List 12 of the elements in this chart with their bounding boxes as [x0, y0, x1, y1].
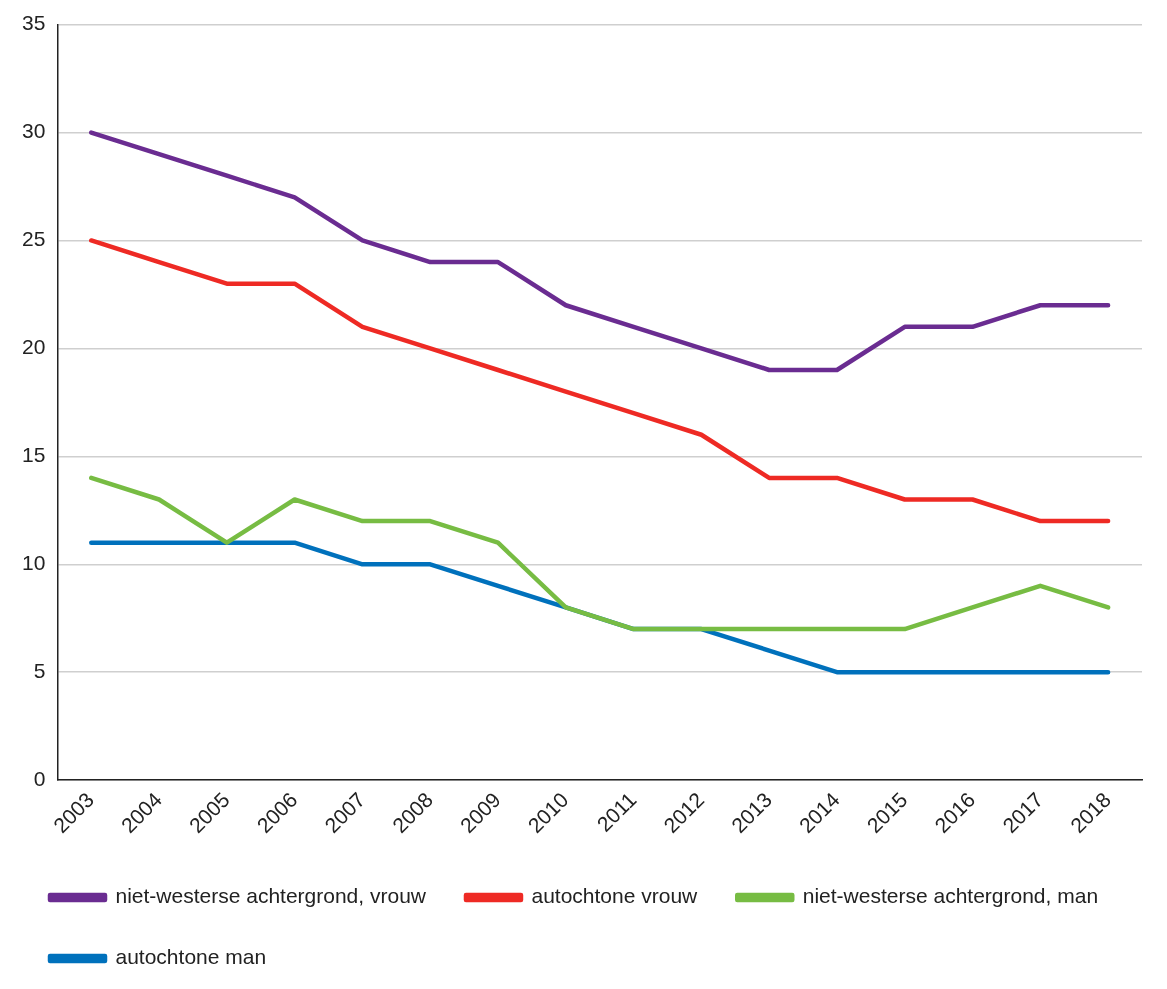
y-tick-label: 5 — [33, 659, 46, 683]
y-tick-label: 0 — [33, 766, 46, 790]
y-tick-label: 20 — [22, 335, 46, 359]
legend-label: autochtone man — [115, 945, 267, 969]
legend-label: niet-westerse achtergrond, vrouw — [115, 884, 427, 908]
y-tick-label: 10 — [22, 551, 46, 575]
y-tick-label: 25 — [22, 227, 46, 251]
y-tick-label: 15 — [22, 443, 46, 467]
y-tick-label: 35 — [22, 11, 46, 35]
legend-label: niet-westerse achtergrond, man — [802, 884, 1099, 908]
y-tick-label: 30 — [22, 119, 46, 143]
legend-label: autochtone vrouw — [531, 884, 699, 908]
